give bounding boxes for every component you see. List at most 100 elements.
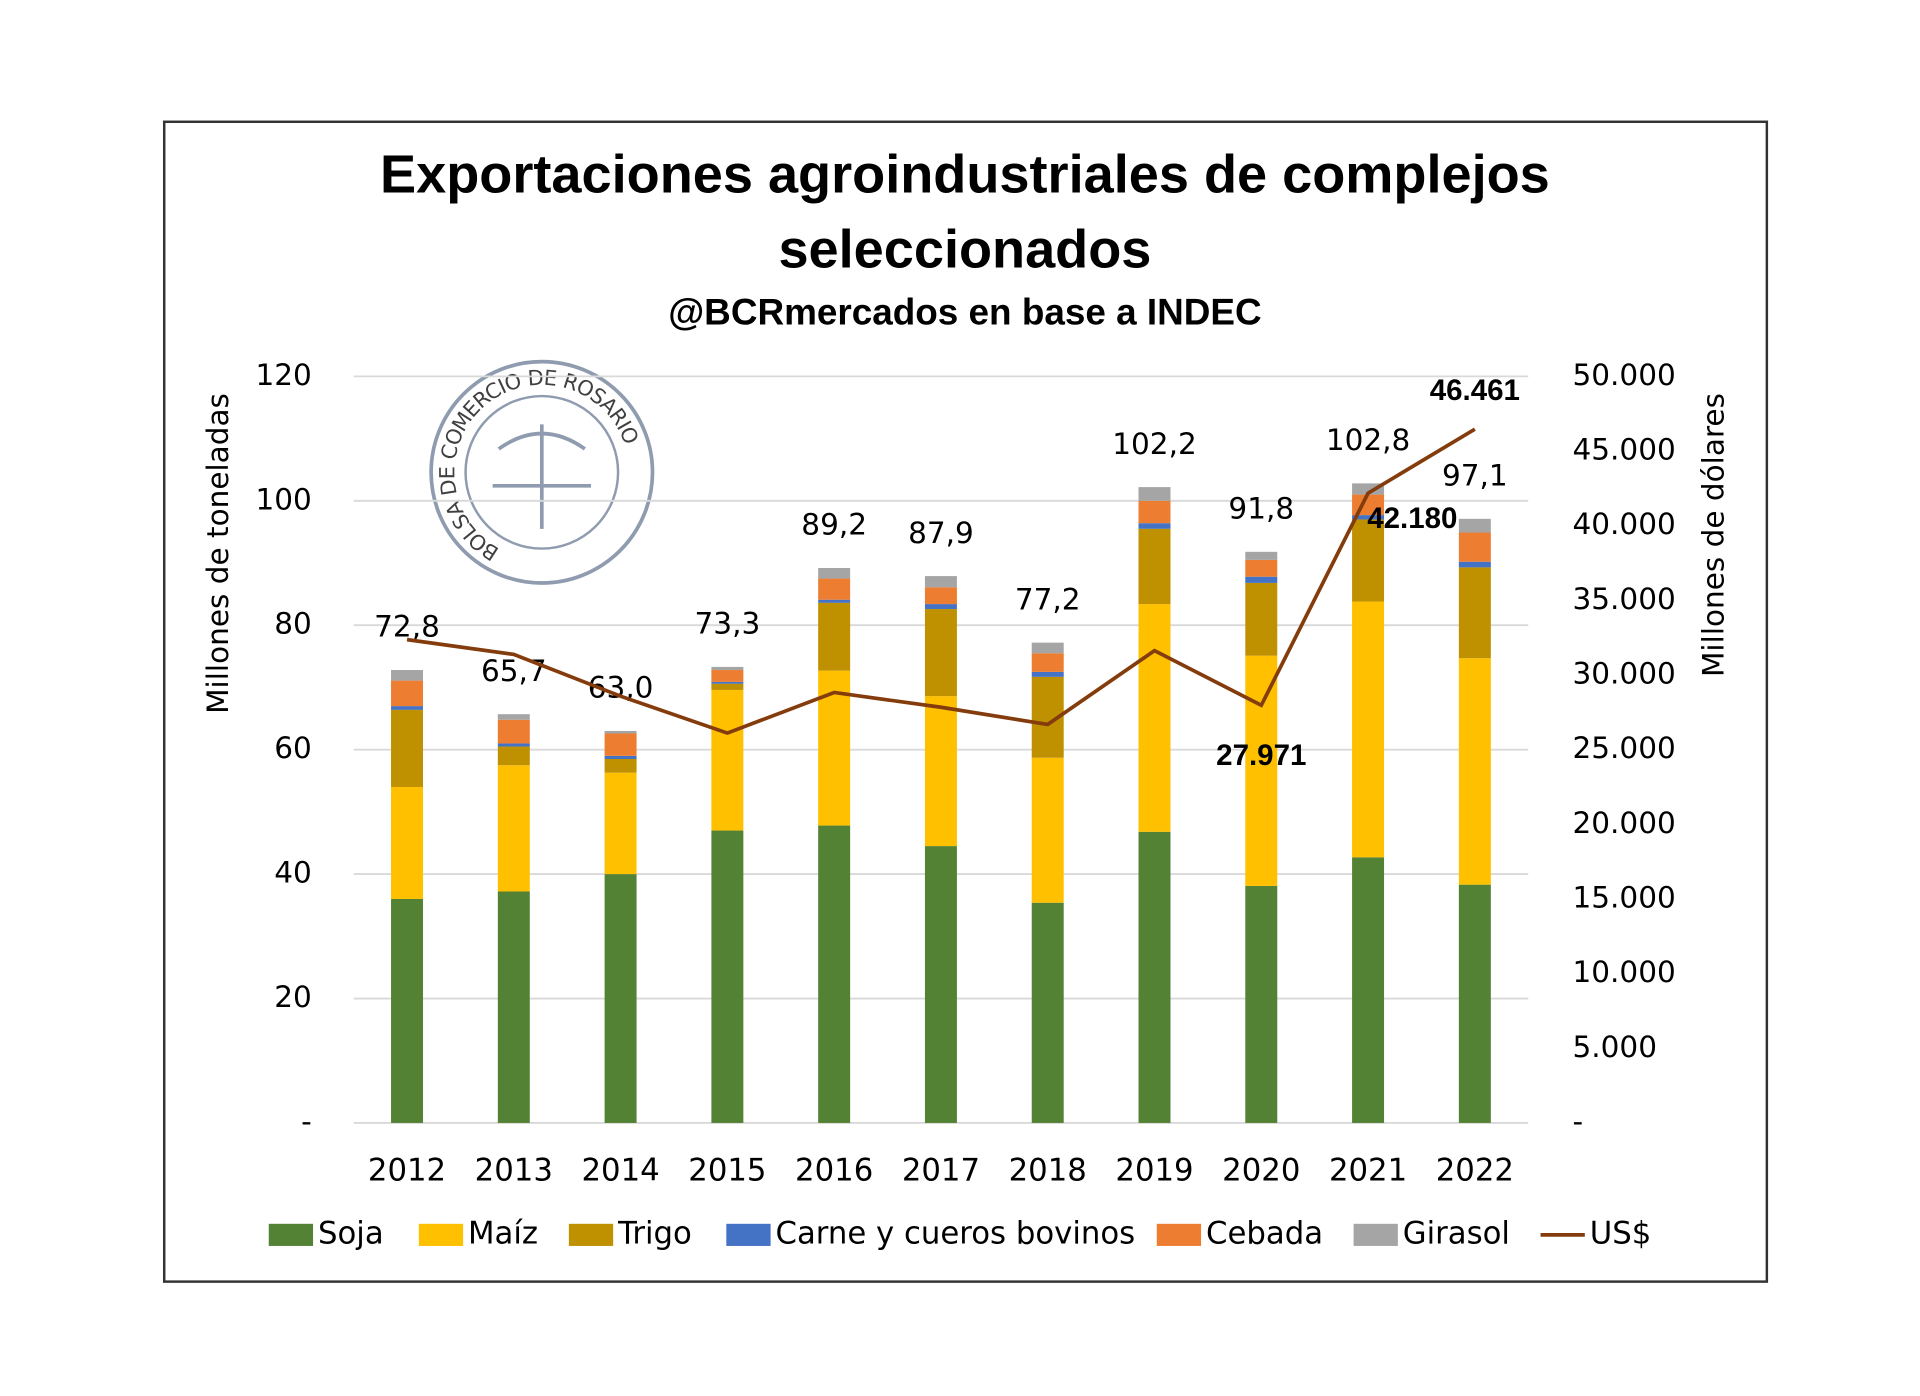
y2-tick-label: 10.000 bbox=[1573, 955, 1676, 989]
legend-swatch bbox=[1353, 1223, 1398, 1246]
y-axis-title: Millones de toneladas bbox=[201, 393, 235, 714]
bar-segment bbox=[711, 830, 744, 1123]
y2-tick-label: 40.000 bbox=[1573, 507, 1676, 541]
seal: BOLSA DE COMERCIO DE ROSARIO bbox=[429, 359, 655, 585]
y2-tick-label: 45.000 bbox=[1573, 433, 1676, 467]
y2-tick-label: 25.000 bbox=[1573, 731, 1676, 765]
legend-label: Girasol bbox=[1403, 1215, 1510, 1251]
bar-segment bbox=[1352, 483, 1385, 495]
y2-tick-label: 50.000 bbox=[1573, 358, 1676, 392]
bar-segment bbox=[497, 714, 530, 720]
bar-segment bbox=[1245, 885, 1278, 1123]
y-tick-label: 20 bbox=[274, 980, 312, 1014]
bar-segment bbox=[711, 670, 744, 682]
total-label: 65,7 bbox=[481, 654, 547, 688]
legend-label: Cebada bbox=[1206, 1215, 1323, 1251]
bar-segment bbox=[1352, 515, 1385, 520]
bar-segment bbox=[1352, 857, 1385, 1123]
x-tick-label: 2015 bbox=[688, 1153, 766, 1189]
total-label: 72,8 bbox=[374, 610, 440, 644]
bar-segment bbox=[497, 719, 530, 744]
x-tick-label: 2017 bbox=[902, 1153, 980, 1189]
y2-tick-label: 15.000 bbox=[1573, 880, 1676, 914]
x-tick-label: 2018 bbox=[1009, 1153, 1087, 1189]
bar-segment bbox=[1138, 528, 1171, 605]
x-tick-label: 2019 bbox=[1115, 1153, 1193, 1189]
bar-segment bbox=[924, 576, 957, 588]
legend-label: Carne y cueros bovinos bbox=[776, 1215, 1136, 1251]
bar-segment bbox=[818, 599, 851, 603]
frame bbox=[162, 120, 1769, 1283]
bar-segment bbox=[391, 709, 424, 787]
bar-segment bbox=[1458, 532, 1491, 562]
y-tick-label: - bbox=[301, 1104, 312, 1138]
bar-segment bbox=[1031, 653, 1064, 672]
bar-segment bbox=[1458, 518, 1491, 533]
legend-swatch bbox=[268, 1223, 314, 1246]
bar-segment bbox=[1031, 902, 1064, 1123]
x-tick-label: 2021 bbox=[1329, 1153, 1407, 1189]
bar-segment bbox=[711, 666, 744, 671]
bar-segment bbox=[711, 689, 744, 831]
x-tick-label: 2020 bbox=[1222, 1153, 1300, 1189]
bar-segment bbox=[711, 681, 744, 684]
x-tick-label: 2012 bbox=[368, 1153, 446, 1189]
y-tick-label: 100 bbox=[256, 482, 312, 516]
x-tick-label: 2014 bbox=[581, 1153, 659, 1189]
bar-segment bbox=[1138, 523, 1171, 529]
bar-segment bbox=[1245, 576, 1278, 583]
bar-segment bbox=[1138, 604, 1171, 832]
bar-segment bbox=[1458, 567, 1491, 659]
bar-segment bbox=[1458, 658, 1491, 885]
total-label: 97,1 bbox=[1442, 459, 1508, 493]
bar-segment bbox=[497, 891, 530, 1123]
bar-segment bbox=[391, 670, 424, 681]
y-tick-label: 40 bbox=[274, 856, 312, 890]
legend-label: Trigo bbox=[617, 1215, 692, 1251]
y-tick-label: 80 bbox=[274, 607, 312, 641]
total-label: 102,2 bbox=[1112, 427, 1196, 461]
legend-swatch bbox=[726, 1223, 771, 1246]
bar-segment bbox=[1245, 551, 1278, 560]
bar-segment bbox=[1352, 601, 1385, 858]
legend-label: US$ bbox=[1590, 1215, 1652, 1251]
bar-segment bbox=[604, 733, 637, 756]
total-label: 87,9 bbox=[908, 516, 974, 550]
total-label: 73,3 bbox=[695, 607, 761, 641]
legend-swatch bbox=[418, 1223, 464, 1246]
y2-tick-label: 35.000 bbox=[1573, 582, 1676, 616]
y2-tick-label: 30.000 bbox=[1573, 656, 1676, 690]
bar-segment bbox=[604, 730, 637, 734]
bar-segment bbox=[818, 602, 851, 671]
chart-title: Exportaciones agroindustriales de comple… bbox=[380, 145, 1550, 205]
legend-swatch bbox=[1156, 1223, 1202, 1246]
seal-emblem bbox=[492, 424, 592, 529]
bar-segment bbox=[497, 743, 530, 747]
bar-segment bbox=[1245, 559, 1278, 577]
bar-segment bbox=[497, 746, 530, 766]
data-label: 42.180 bbox=[1367, 502, 1457, 535]
bar-segment bbox=[924, 696, 957, 847]
x-tick-label: 2022 bbox=[1436, 1153, 1514, 1189]
chart-subtitle: @BCRmercados en base a INDEC bbox=[668, 292, 1261, 333]
bar-segment bbox=[1138, 500, 1171, 524]
y2-tick-label: 5.000 bbox=[1573, 1030, 1657, 1064]
bar-segment bbox=[711, 683, 744, 690]
data-label: 27.971 bbox=[1216, 739, 1306, 772]
legend-swatch bbox=[568, 1223, 614, 1246]
total-label: 89,2 bbox=[801, 508, 867, 542]
bar-segment bbox=[1245, 582, 1278, 656]
data-label: 46.461 bbox=[1430, 374, 1520, 407]
legend-label: Soja bbox=[318, 1215, 384, 1251]
bar-segment bbox=[1138, 831, 1171, 1123]
bar-segment bbox=[604, 758, 637, 773]
bar-segment bbox=[1458, 561, 1491, 568]
bar-segment bbox=[924, 609, 957, 697]
bar-segment bbox=[391, 706, 424, 710]
total-label: 91,8 bbox=[1228, 491, 1294, 525]
bar-segment bbox=[391, 680, 424, 707]
bar-segment bbox=[1245, 655, 1278, 886]
y-tick-label: 120 bbox=[256, 358, 312, 392]
